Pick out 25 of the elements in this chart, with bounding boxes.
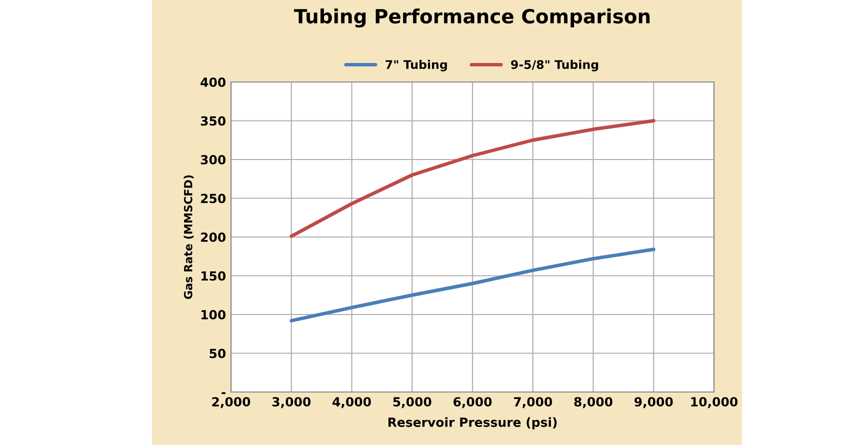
y-tick-label: 50 xyxy=(210,348,226,358)
x-tick-label: 2,000 xyxy=(212,397,250,408)
y-tick-label: - xyxy=(222,392,226,394)
y-tick-label: 400 xyxy=(200,77,226,87)
y-tick-label: 350 xyxy=(200,116,226,126)
x-tick-label: 8,000 xyxy=(574,397,612,408)
x-axis-title: Reservoir Pressure (psi) xyxy=(388,417,557,430)
x-tick-label: 10,000 xyxy=(691,397,738,408)
x-tick-label: 4,000 xyxy=(332,397,371,408)
line-series xyxy=(290,119,656,238)
line-series xyxy=(290,248,656,322)
x-tick-label: 5,000 xyxy=(393,397,432,408)
legend-label: 7" Tubing xyxy=(386,60,447,72)
y-tick-label: 100 xyxy=(201,310,226,320)
legend-label: 9-5/8" Tubing xyxy=(511,60,598,72)
x-tick-label: 9,000 xyxy=(634,397,673,408)
y-tick-label: 300 xyxy=(200,154,226,164)
y-tick-label: 150 xyxy=(201,271,226,281)
x-tick-label: 6,000 xyxy=(454,397,492,408)
y-tick-label: 200 xyxy=(201,232,226,242)
y-tick-label: 250 xyxy=(201,194,226,204)
x-tick-label: 7,000 xyxy=(514,397,552,408)
y-axis-title: Gas Rate (MMSCFD) xyxy=(184,175,194,299)
chart-title: Tubing Performance Comparison xyxy=(294,8,650,28)
x-tick-label: 3,000 xyxy=(272,397,311,408)
